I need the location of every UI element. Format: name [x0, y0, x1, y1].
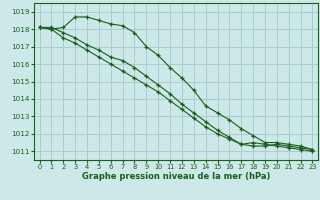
X-axis label: Graphe pression niveau de la mer (hPa): Graphe pression niveau de la mer (hPa) — [82, 172, 270, 181]
